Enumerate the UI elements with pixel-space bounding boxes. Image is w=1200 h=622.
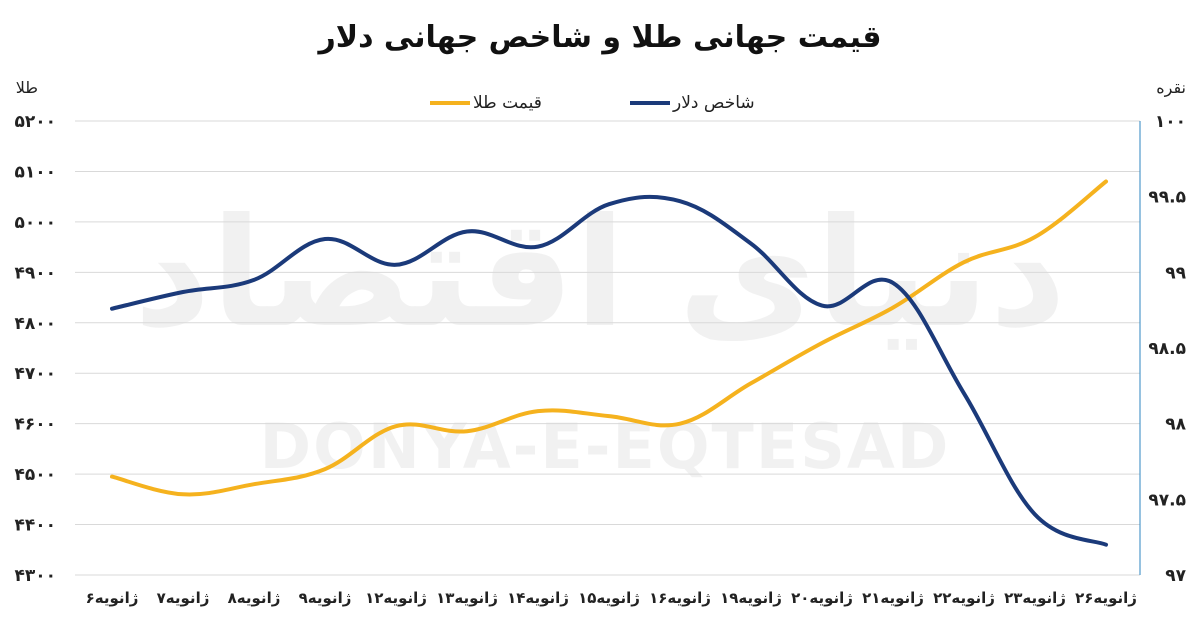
left-tick-label: ۴۳۰۰ <box>14 566 56 586</box>
x-tick-label: ۱۴ژانویه <box>507 589 569 607</box>
legend-label-gold: قیمت طلا <box>473 93 542 113</box>
series-line-gold <box>110 179 1108 497</box>
left-tick-label: ۴۵۰۰ <box>14 465 56 485</box>
right-tick-label: ۹۸.۵ <box>1148 339 1186 359</box>
x-tick-label: ۲۲ژانویه <box>933 589 995 607</box>
x-tick-label: ۶ژانویه <box>86 589 139 607</box>
x-tick-label: ۲۱ژانویه <box>862 589 924 607</box>
x-tick-label: ۱۶ژانویه <box>649 589 711 607</box>
left-tick-label: ۵۰۰۰ <box>14 213 56 233</box>
watermark: DONYA-E-EQTESAD <box>260 410 951 483</box>
legend-label-dollar: شاخص دلار <box>672 93 755 113</box>
legend: قیمت طلا شاخص دلار <box>430 93 755 113</box>
watermark-persian: دنیای اقتصاد <box>134 187 1067 361</box>
x-tick-label: ۲۶ژانویه <box>1075 589 1137 607</box>
series-line-dollar <box>110 194 1108 547</box>
x-tick-label: ۱۹ژانویه <box>720 589 782 607</box>
x-tick-label: ۹ژانویه <box>299 589 352 607</box>
x-tick-label: ۲۰ژانویه <box>791 589 853 607</box>
series-lines <box>110 179 1108 547</box>
right-tick-label: ۱۰۰ <box>1155 112 1186 132</box>
right-tick-label: ۹۷ <box>1165 566 1186 586</box>
right-axis-title: نقره <box>1156 78 1186 98</box>
left-tick-label: ۴۷۰۰ <box>14 364 56 384</box>
left-tick-label: ۴۴۰۰ <box>14 516 56 536</box>
right-tick-label: ۹۷.۵ <box>1148 490 1186 510</box>
left-tick-label: ۵۲۰۰ <box>14 112 56 132</box>
x-tick-label: ۱۳ژانویه <box>436 589 498 607</box>
left-axis-ticks: ۴۳۰۰ ۴۴۰۰ ۴۵۰۰ ۴۶۰۰ ۴۷۰۰ ۴۸۰۰ ۴۹۰۰ ۵۰۰۰ ۵۱۰۰ ۵۲۰۰ <box>14 112 56 586</box>
x-tick-label: ۷ژانویه <box>157 589 210 607</box>
right-axis-ticks: ۹۷ ۹۷.۵ ۹۸ ۹۸.۵ ۹۹ ۹۹.۵ ۱۰۰ <box>1148 112 1186 586</box>
right-tick-label: ۹۸ <box>1165 415 1186 435</box>
x-tick-label: ۲۳ژانویه <box>1004 589 1066 607</box>
x-axis-ticks: ۶ژانویه ۷ژانویه ۸ژانویه ۹ژانویه ۱۲ژانویه ۱۳ژا… <box>86 589 1137 607</box>
x-tick-label: ۱۵ژانویه <box>578 589 640 607</box>
chart-title: قیمت جهانی طلا و شاخص جهانی دلار <box>316 20 881 55</box>
left-tick-label: ۴۸۰۰ <box>14 314 56 334</box>
right-tick-label: ۹۹.۵ <box>1148 188 1186 208</box>
x-tick-label: ۸ژانویه <box>228 589 281 607</box>
x-tick-label: ۱۲ژانویه <box>365 589 427 607</box>
left-axis-title: طلا <box>16 78 38 97</box>
left-tick-label: ۴۶۰۰ <box>14 415 56 435</box>
right-tick-label: ۹۹ <box>1165 263 1186 283</box>
left-tick-label: ۵۱۰۰ <box>14 162 56 182</box>
gridlines <box>75 120 1140 576</box>
left-tick-label: ۴۹۰۰ <box>14 263 56 283</box>
